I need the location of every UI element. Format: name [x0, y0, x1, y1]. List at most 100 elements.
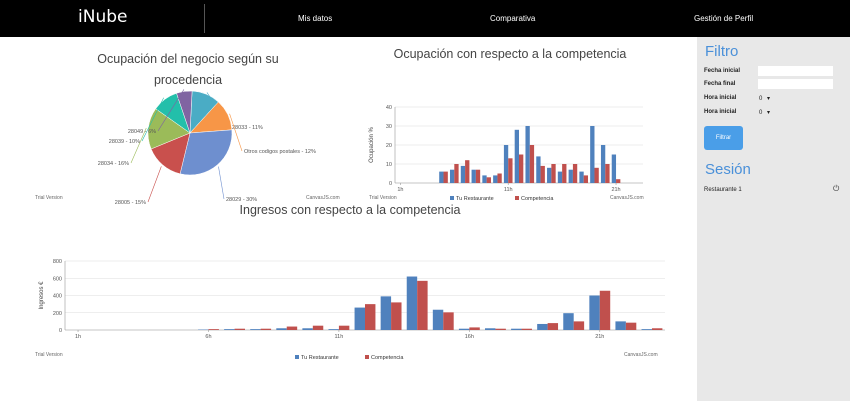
bar — [485, 328, 496, 330]
bar — [562, 164, 567, 183]
bar — [611, 154, 617, 183]
x-tick-label: 11h — [504, 187, 513, 193]
pie-leader-line — [147, 166, 162, 203]
brand-logo[interactable]: iNube — [78, 7, 128, 27]
session-title: Sesión — [705, 161, 751, 178]
hora-inicial-select[interactable]: 0 ▾ — [759, 95, 770, 102]
bar — [641, 329, 652, 330]
nav-gestion-perfil[interactable]: Gestión de Perfil — [694, 14, 754, 23]
bar — [568, 169, 573, 183]
filter-button[interactable]: Filtrar — [704, 126, 743, 150]
income-chart: 0 200 400 600 800 Ingresos € 1h 6h 11h 16h 21h Tu R… — [39, 259, 665, 361]
bar — [449, 169, 455, 183]
bar — [465, 160, 470, 183]
y-tick-label: 400 — [53, 294, 62, 300]
bar — [458, 328, 470, 330]
bar — [482, 175, 487, 183]
y-tick-label: 0 — [389, 181, 392, 187]
bar — [312, 325, 324, 330]
bar — [573, 321, 585, 330]
main-content: Ocupación del negocio según su procedenc… — [0, 37, 697, 401]
fecha-final-input[interactable] — [758, 79, 833, 89]
power-icon[interactable]: ⏻ — [833, 184, 840, 193]
top-navbar: iNube Mis datos Comparativa Gestión de P… — [0, 0, 850, 37]
bar — [521, 328, 532, 330]
bar — [589, 295, 600, 330]
bar — [391, 302, 402, 330]
nav-comparativa[interactable]: Comparativa — [490, 14, 536, 23]
pie-canvas-label: CanvasJS.com — [306, 195, 340, 201]
bar — [302, 328, 313, 330]
bar — [276, 328, 287, 330]
bar — [503, 145, 509, 183]
pie-slice-label: 28034 - 16% — [98, 161, 129, 167]
occ-canvas-label: CanvasJS.com — [610, 195, 644, 201]
x-tick-label: 6h — [205, 334, 211, 340]
bar — [328, 329, 339, 330]
bar — [536, 156, 541, 183]
hora-final-select[interactable]: 0 ▾ — [759, 109, 770, 116]
bar — [511, 328, 522, 330]
bar — [547, 167, 552, 183]
hora-final-label: Hora inicial — [704, 109, 737, 115]
bar — [486, 177, 491, 183]
bar — [625, 322, 637, 330]
bar — [583, 175, 589, 183]
legend-swatch — [450, 196, 454, 200]
bar — [260, 328, 272, 330]
x-tick-label: 21h — [611, 187, 620, 193]
pie-slice-label: 28049 - 6% — [128, 129, 156, 135]
bar — [497, 173, 502, 183]
x-tick-label: 11h — [335, 334, 344, 340]
legend-label: Competencia — [371, 355, 404, 361]
bar — [495, 328, 506, 330]
pie-slice-label: 28039 - 10% — [109, 139, 140, 145]
x-tick-label: 16h — [465, 334, 474, 340]
nav-mis-datos[interactable]: Mis datos — [298, 14, 333, 23]
occ-trial-label: Trial Version — [369, 195, 397, 201]
income-chart-title: Ingresos con respecto a la competencia — [239, 203, 461, 217]
bar — [525, 126, 530, 183]
bar — [208, 329, 219, 330]
bar — [615, 321, 626, 330]
bar — [590, 126, 595, 183]
y-tick-label: 40 — [386, 105, 392, 111]
pie-slice — [176, 90, 193, 134]
bar — [286, 326, 298, 330]
bar — [454, 164, 459, 183]
chevron-down-icon: ▾ — [767, 110, 771, 116]
bar — [605, 164, 610, 183]
pie-chart-title: Ocupación del negocio según su procedenc… — [97, 52, 279, 87]
bar — [365, 304, 376, 330]
bar — [380, 296, 392, 330]
pie-slice-label: 28005 - 15% — [115, 200, 146, 206]
legend-label: Competencia — [521, 196, 554, 202]
bar — [493, 175, 498, 183]
inc-trial-label: Trial Version — [35, 352, 63, 358]
bar — [616, 179, 621, 183]
pie-leader-line — [141, 97, 164, 142]
fecha-inicial-input[interactable] — [758, 66, 833, 76]
x-tick-label: 1h — [75, 334, 81, 340]
bar — [406, 276, 418, 330]
pie-trial-label: Trial Version — [35, 195, 63, 201]
bar — [439, 171, 444, 183]
bar — [599, 290, 611, 330]
bar — [469, 327, 480, 330]
pie-slice-label: 28033 - 11% — [232, 125, 263, 131]
bar — [250, 329, 261, 330]
pie-leader-line — [130, 127, 147, 164]
y-tick-label: 200 — [53, 311, 62, 317]
sidebar: Filtro Fecha inicial Fecha final Hora in… — [697, 37, 850, 401]
bar — [417, 280, 428, 330]
bar — [594, 167, 599, 183]
bar — [572, 164, 578, 183]
bar — [529, 145, 535, 183]
bar — [471, 169, 476, 183]
bar — [537, 323, 548, 330]
bar — [563, 313, 574, 330]
occupancy-chart-title: Ocupación con respecto a la competencia — [393, 47, 627, 61]
pie-slice-label: Otros codigos postales - 12% — [244, 149, 316, 155]
legend-label: Tu Restaurante — [301, 355, 339, 361]
bar — [354, 307, 365, 330]
